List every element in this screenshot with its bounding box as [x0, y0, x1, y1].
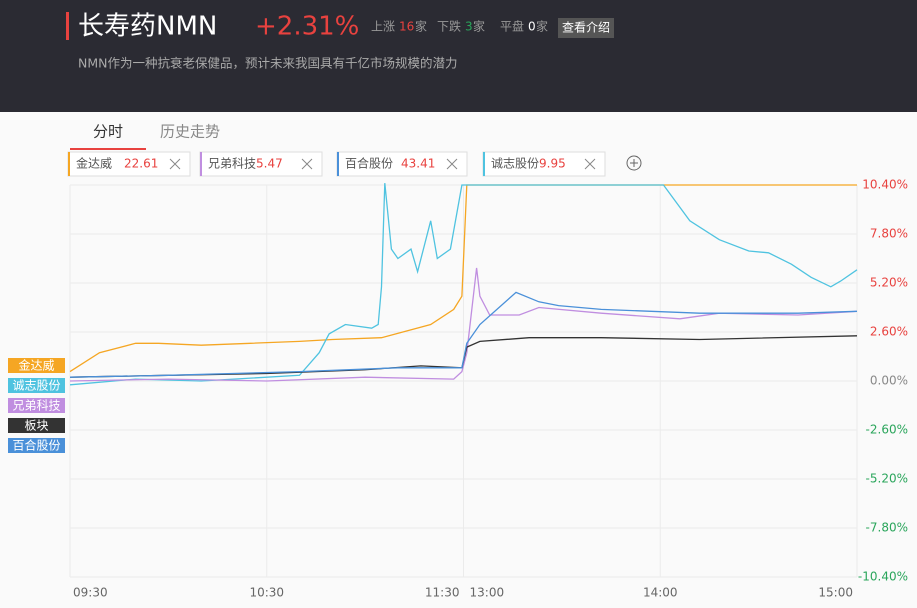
chip-name: 百合股份 — [345, 156, 393, 171]
tab[interactable]: 历史走势 — [160, 123, 220, 141]
title-bar — [66, 12, 69, 40]
y-tick-label: -5.20% — [866, 472, 908, 486]
chip-name: 金达威 — [76, 156, 112, 171]
series-tag-label: 百合股份 — [12, 438, 60, 453]
series-tag-label: 金达威 — [18, 358, 54, 373]
stat-label: 下跌 — [437, 19, 461, 34]
y-tick-label: 5.20% — [870, 276, 908, 290]
chip-close[interactable] — [301, 158, 313, 170]
y-tick-label: 10.40% — [862, 178, 908, 192]
series-line — [69, 267, 858, 382]
chip-price: 9.95 — [539, 157, 566, 171]
chip-close[interactable] — [584, 158, 596, 170]
x-tick-label: 14:00 — [643, 586, 678, 600]
x-tick-label: 13:00 — [470, 586, 505, 600]
intro-button[interactable] — [558, 18, 614, 38]
series-line — [69, 291, 858, 378]
add-icon — [630, 159, 638, 167]
chip-color — [68, 152, 70, 176]
add-button[interactable] — [626, 155, 642, 171]
y-tick-label: 2.60% — [870, 325, 908, 339]
x-tick-label: 09:30 — [73, 586, 108, 600]
series-line — [69, 184, 857, 373]
chip-price: 5.47 — [256, 157, 283, 171]
series-line — [69, 183, 858, 386]
series-tag — [8, 358, 65, 373]
series-tag-label: 兄弟科技 — [12, 399, 60, 413]
chip-name: 兄弟科技 — [208, 157, 256, 171]
series-tag-label: 板块 — [24, 419, 48, 433]
y-tick-label: 0.00% — [870, 374, 908, 388]
x-tick-label: 10:30 — [249, 586, 284, 600]
stat-label: 平盘 — [500, 19, 524, 34]
series-tag — [8, 398, 65, 413]
body-bg — [0, 112, 917, 608]
stat-unit: 家 — [415, 19, 427, 34]
stat-unit: 家 — [473, 19, 485, 34]
x-tick-label: 11:30 — [425, 586, 460, 600]
y-tick-label: -7.80% — [866, 521, 908, 535]
chip-close[interactable] — [446, 158, 458, 170]
chip[interactable] — [336, 151, 468, 177]
tab-underline — [70, 148, 146, 150]
x-tick-label: 15:00 — [818, 586, 853, 600]
chip-close[interactable] — [169, 158, 181, 170]
subtitle: NMN作为一种抗衰老保健品，预计未来我国具有千亿市场规模的潜力 — [78, 56, 458, 71]
series-tag — [8, 418, 65, 433]
stat-value: 0 — [528, 20, 536, 34]
series-tag — [8, 378, 65, 393]
chip-color — [483, 152, 485, 176]
series-tag — [8, 438, 65, 453]
chip-color — [200, 152, 202, 176]
y-tick-label: -10.40% — [858, 570, 908, 584]
header-bg — [0, 0, 917, 112]
tab[interactable]: 分时 — [93, 123, 123, 141]
intro-button-label[interactable]: 查看介绍 — [562, 21, 610, 35]
stat-unit: 家 — [536, 19, 548, 34]
chip-color — [337, 152, 339, 176]
title: 长寿药NMN — [78, 12, 217, 42]
chip-price: 43.41 — [401, 157, 435, 171]
change: +2.31% — [255, 12, 359, 42]
stat-label: 上涨 — [371, 19, 395, 34]
chip-price: 22.61 — [124, 157, 158, 171]
y-tick-label: 7.80% — [870, 227, 908, 241]
series-tag-label: 诚志股份 — [12, 379, 60, 393]
stat-value: 16 — [399, 20, 414, 34]
chip-name: 诚志股份 — [491, 157, 539, 171]
stat-value: 3 — [465, 20, 473, 34]
y-tick-label: -2.60% — [866, 423, 908, 437]
